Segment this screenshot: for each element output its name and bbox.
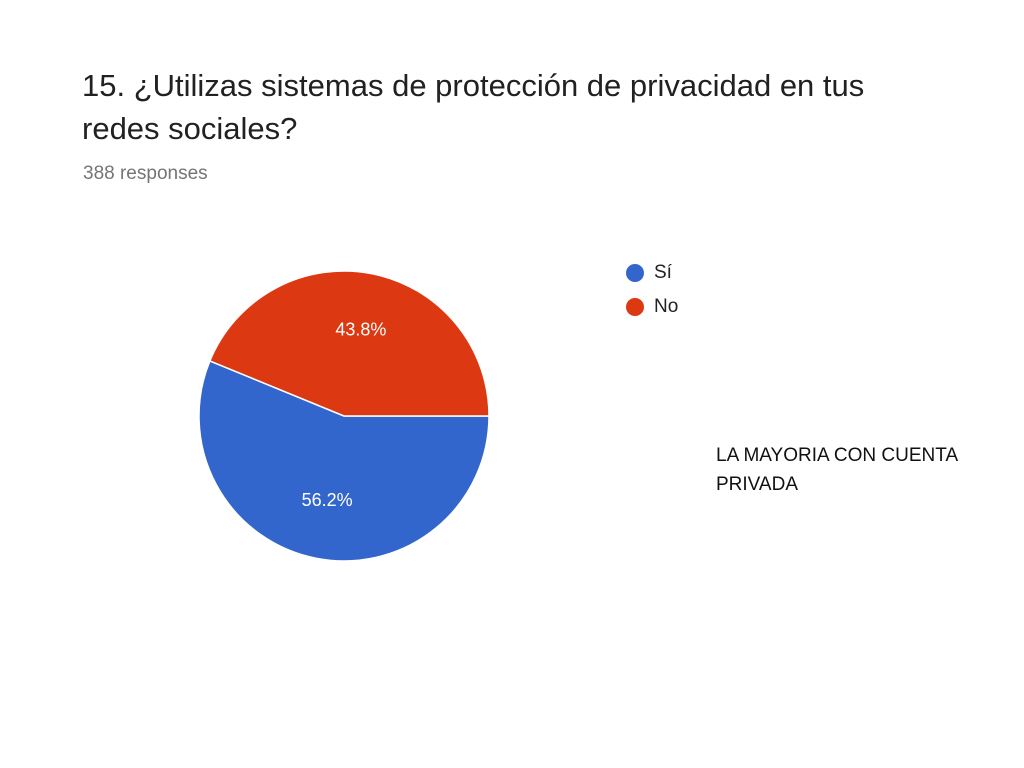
legend-item-no: No [626, 290, 678, 324]
legend-label-no: No [654, 296, 679, 317]
legend-swatch-no [626, 298, 644, 316]
response-count: 388 responses [83, 163, 208, 184]
conclusion-note: LA MAYORIA CON CUENTA PRIVADA [716, 445, 958, 495]
legend-swatch-si [626, 264, 644, 282]
legend-item-si: Sí [626, 256, 678, 290]
legend: Sí No [626, 256, 678, 324]
pie-slice-no [208, 270, 490, 417]
chart-title: 15. ¿Utilizas sistemas de protección de … [82, 68, 865, 146]
pie-label-si: 56.2% [302, 490, 353, 510]
pie-label-no: 43.8% [335, 319, 386, 339]
pie-slice-si [198, 359, 490, 562]
legend-label-si: Sí [654, 262, 672, 283]
